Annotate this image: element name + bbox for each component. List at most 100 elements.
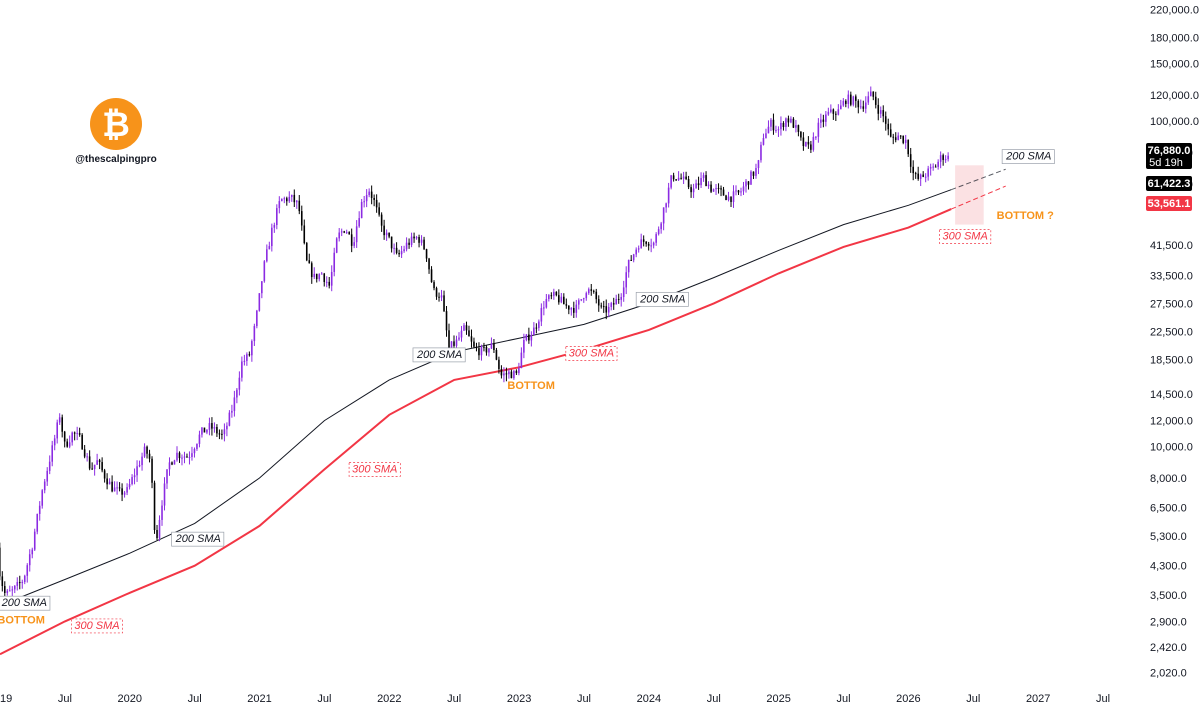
candle-body (290, 194, 293, 197)
y-tick-label: 3,500.0 (1150, 590, 1187, 602)
candle-body (563, 296, 565, 305)
candle-body (845, 100, 847, 104)
candle-body (233, 397, 236, 411)
candle (360, 198, 363, 219)
x-tick-label: 2024 (637, 693, 661, 705)
candle-body (320, 273, 323, 275)
candle (193, 447, 196, 458)
candle (607, 302, 610, 318)
candle-body (196, 443, 198, 449)
candle-body (28, 554, 31, 566)
candle-body (323, 273, 326, 282)
candle-body (385, 232, 388, 236)
candle-body (223, 429, 226, 435)
candle-body (520, 352, 523, 369)
candle (268, 241, 271, 250)
candle (632, 253, 635, 263)
candle-body (121, 488, 123, 495)
candle-body (602, 306, 605, 308)
candle-body (208, 423, 211, 430)
candle (445, 306, 448, 337)
candle (822, 114, 825, 128)
candle-body (884, 116, 887, 124)
candle-body (186, 456, 188, 458)
candle (106, 473, 108, 490)
candle (640, 233, 642, 249)
candle (735, 185, 737, 196)
candle (41, 489, 44, 509)
candle-body (420, 239, 423, 243)
candle (857, 99, 860, 114)
candle (787, 115, 790, 127)
candle-body (343, 231, 345, 233)
candle (151, 456, 153, 489)
candle (293, 189, 296, 207)
candle (912, 160, 915, 181)
candle (393, 243, 395, 255)
candle (515, 369, 518, 376)
candle (56, 419, 58, 444)
candle-body (86, 456, 88, 458)
candle (755, 163, 757, 179)
candle-body (298, 200, 301, 212)
candle-body (812, 136, 815, 150)
candle (667, 182, 670, 208)
candle-body (470, 336, 473, 342)
candle (338, 228, 341, 242)
sma200-line (0, 189, 952, 606)
candle (677, 171, 680, 182)
candle (825, 110, 827, 127)
candle (475, 342, 478, 352)
candle-body (268, 246, 271, 250)
candle-body (168, 462, 171, 470)
candle (83, 445, 86, 459)
candle (792, 117, 795, 129)
candle (630, 255, 632, 261)
sma200-value: 61,422.3 (1148, 178, 1191, 190)
time-axis[interactable]: 2019 Jul 2020 Jul 2021 Jul 2022 Jul 2023 Jul 2024 J… (0, 693, 1110, 705)
annotation-box (71, 618, 123, 634)
candle-body (560, 296, 563, 303)
candle-body (525, 334, 528, 341)
annotation-box (171, 531, 225, 547)
candle-body (283, 198, 286, 200)
candle-body (677, 177, 680, 180)
candle-body (48, 461, 51, 471)
candle (582, 297, 585, 303)
candle (889, 123, 892, 138)
candle-body (360, 201, 363, 219)
candle-body (855, 96, 857, 101)
candle (141, 452, 143, 471)
candle-body (33, 531, 36, 550)
candle-body (842, 100, 845, 106)
candle (842, 98, 845, 107)
candle-body (43, 481, 46, 491)
candle-body (108, 481, 111, 485)
candle-body (533, 327, 535, 335)
candle (655, 232, 657, 246)
candle (815, 136, 817, 140)
candle-body (902, 135, 905, 143)
candle-body (815, 136, 817, 138)
x-tick-label: Jul (58, 693, 72, 705)
candle-body (543, 307, 545, 309)
candle (864, 96, 867, 114)
price-axis[interactable]: 220,000.0 180,000.0 150,000.0 120,000.0 100,… (1150, 4, 1199, 679)
candle (423, 236, 425, 251)
candle-body (393, 247, 395, 249)
y-tick-label: 150,000.0 (1150, 58, 1199, 70)
candle (171, 461, 173, 466)
candle-body (46, 470, 49, 482)
candle (388, 232, 390, 239)
sma300-annotation: 300 SMA (348, 462, 401, 477)
candle (46, 467, 49, 486)
candle (246, 352, 248, 366)
candle-body (737, 190, 740, 193)
x-tick-label: Jul (188, 693, 202, 705)
candle (862, 100, 865, 112)
candle-body (176, 452, 178, 461)
candle-body (899, 135, 902, 137)
candle (543, 301, 545, 316)
candle (827, 107, 830, 116)
